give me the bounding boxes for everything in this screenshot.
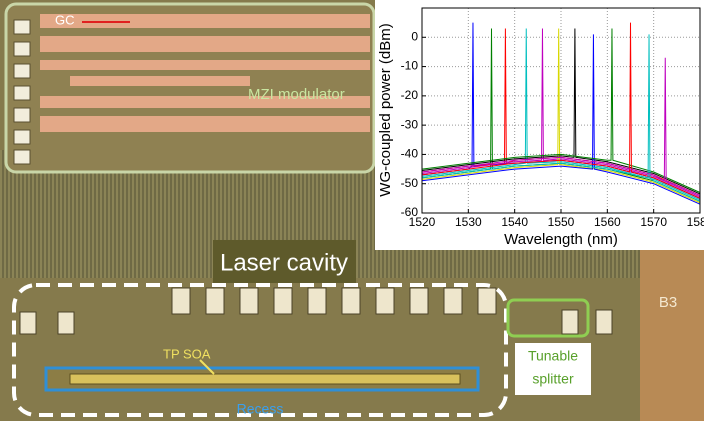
x-tick-label: 1550 (548, 215, 575, 229)
label-gc: GC (55, 12, 75, 27)
label-splitter: splitter (532, 371, 574, 387)
neighbor-chip (640, 230, 704, 421)
label-laser: Laser cavity (220, 249, 348, 276)
x-axis-label: Wavelength (nm) (504, 231, 618, 248)
y-tick-label: -30 (401, 117, 419, 131)
x-tick-label: 1530 (455, 215, 482, 229)
x-tick-label: 1570 (640, 215, 667, 229)
label-chip: B3 (659, 294, 677, 311)
figure: GC MZI modulator Laser cavity TP SOA Rec… (0, 0, 704, 421)
x-tick-label: 1580 (687, 215, 704, 229)
y-axis-label: WG-coupled power (dBm) (377, 23, 394, 196)
pads-left (14, 20, 30, 164)
x-tick-label: 1520 (409, 215, 436, 229)
y-tick-label: -40 (401, 147, 419, 161)
label-recess: Recess (237, 401, 284, 417)
y-tick-label: -50 (401, 176, 419, 190)
soa (70, 374, 460, 384)
y-tick-label: -10 (401, 59, 419, 73)
label-mzi: MZI modulator (248, 86, 345, 103)
label-splitter: Tunable (528, 348, 578, 364)
y-tick-label: 0 (411, 29, 418, 43)
x-tick-label: 1540 (501, 215, 528, 229)
y-tick-label: -20 (401, 88, 419, 102)
x-tick-label: 1560 (594, 215, 621, 229)
label-soa: TP SOA (163, 346, 211, 361)
